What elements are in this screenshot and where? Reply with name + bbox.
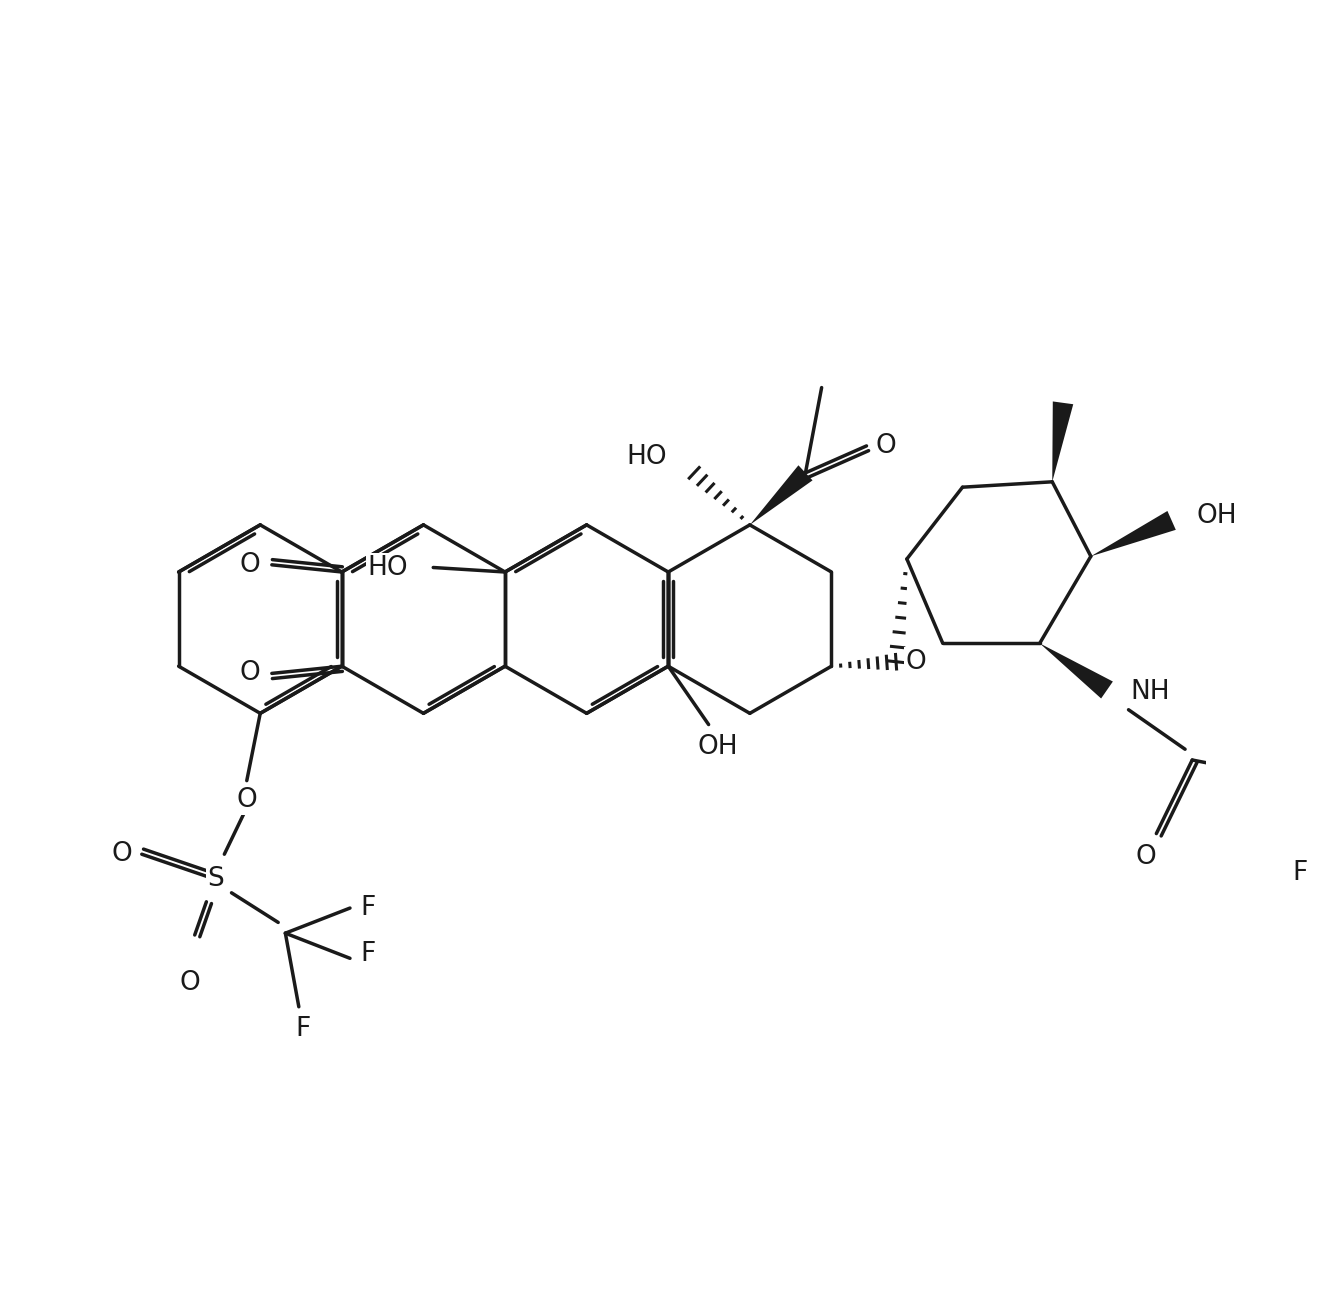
Text: O: O — [876, 432, 896, 458]
Text: O: O — [237, 787, 257, 814]
Text: O: O — [112, 841, 133, 867]
Text: O: O — [239, 552, 259, 578]
Polygon shape — [1091, 511, 1176, 557]
Text: O: O — [906, 648, 926, 675]
Text: S: S — [207, 866, 223, 892]
Text: F: F — [360, 941, 375, 967]
Text: F: F — [296, 1017, 310, 1043]
Text: OH: OH — [698, 734, 738, 760]
Polygon shape — [1040, 643, 1113, 698]
Polygon shape — [1052, 401, 1074, 482]
Text: HO: HO — [367, 554, 409, 580]
Text: HO: HO — [626, 444, 667, 470]
Polygon shape — [750, 465, 813, 525]
Text: O: O — [239, 660, 259, 686]
Text: F: F — [1293, 861, 1308, 886]
Text: O: O — [180, 969, 200, 996]
Text: F: F — [360, 895, 375, 921]
Text: O: O — [906, 648, 926, 675]
Text: NH: NH — [1130, 679, 1169, 705]
Text: OH: OH — [1196, 503, 1238, 529]
Text: O: O — [1136, 844, 1156, 870]
